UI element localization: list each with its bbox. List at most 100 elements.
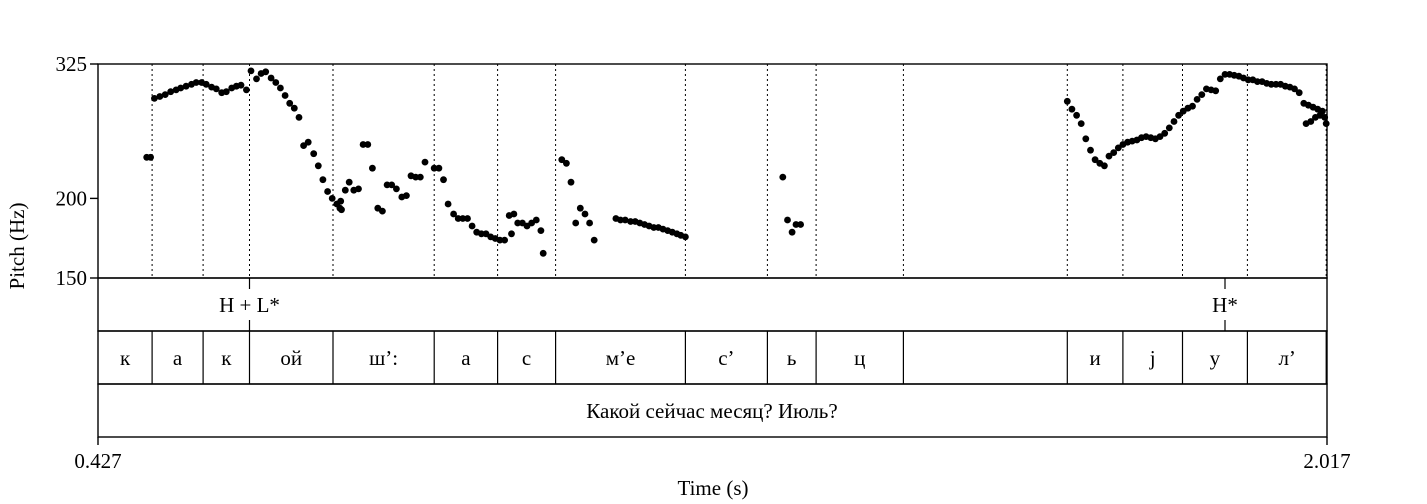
pitch-point-148 [1212, 87, 1220, 95]
pitch-point-139 [1170, 118, 1178, 125]
pitch-point-47 [359, 141, 367, 148]
pitch-point-51 [379, 207, 386, 215]
pitch-point-63 [440, 176, 447, 184]
pitch-point-34 [310, 150, 318, 158]
pitch-point-112 [784, 216, 791, 224]
pitch-point-5 [167, 88, 175, 96]
pitch-point-89 [567, 178, 575, 186]
segment-label-3: ой [280, 346, 302, 370]
pitch-point-27 [277, 84, 284, 92]
pitch-point-56 [403, 192, 410, 200]
pitch-point-110 [682, 233, 689, 241]
pitch-point-3 [156, 93, 164, 100]
pitch-point-10 [192, 79, 200, 86]
pitch-point-137 [1161, 129, 1169, 137]
pitch-point-92 [581, 210, 589, 218]
y-axis-label: Pitch (Hz) [5, 203, 29, 290]
pitch-point-138 [1165, 124, 1173, 132]
pitch-point-117 [1068, 105, 1076, 113]
pitch-point-116 [1063, 97, 1071, 105]
x-tick-label-end: 2.017 [1303, 449, 1350, 473]
pitch-point-94 [590, 236, 598, 244]
pitch-point-97 [621, 216, 629, 224]
pitch-point-80 [514, 219, 522, 227]
pitch-point-12 [202, 80, 210, 88]
pitch-point-149 [1216, 75, 1224, 83]
pitch-point-1 [147, 153, 155, 161]
pitch-point-84 [532, 216, 540, 224]
pitch-point-88 [563, 159, 570, 167]
pitch-point-79 [508, 230, 515, 238]
pitch-point-166 [1295, 89, 1303, 97]
pitch-point-69 [468, 222, 476, 230]
pitch-point-111 [779, 173, 787, 181]
pitch-point-64 [444, 200, 452, 208]
segment-label-4: ш’: [369, 346, 398, 370]
pitch-point-31 [295, 114, 303, 121]
pitch-point-33 [304, 138, 312, 146]
pitch-point-172 [1322, 120, 1330, 127]
pitch-point-54 [393, 185, 400, 193]
pitch-point-121 [1087, 146, 1094, 154]
pitch-point-26 [272, 79, 280, 86]
pitch-point-118 [1073, 111, 1080, 119]
segment-label-13: j [1149, 346, 1156, 370]
pitch-point-68 [464, 215, 471, 222]
pitch-point-40 [337, 197, 345, 205]
segment-label-6: с [522, 346, 531, 370]
pitch-point-119 [1077, 120, 1085, 127]
pitch-point-124 [1101, 162, 1108, 170]
pitch-point-21 [247, 67, 255, 75]
pitch-point-115 [797, 221, 804, 228]
pitch-point-90 [572, 219, 580, 227]
segment-label-2: к [221, 346, 232, 370]
pitch-point-42 [345, 178, 353, 186]
segment-tier: к а к ой ш’: а с м’е с’ ь ц и j у л’ [120, 346, 1296, 370]
pitch-point-113 [788, 228, 796, 236]
segment-label-7: м’е [606, 346, 636, 370]
segment-label-1: а [173, 346, 183, 370]
segment-label-5: а [461, 346, 471, 370]
pitch-point-48 [364, 141, 372, 148]
segment-label-9: ь [787, 346, 797, 370]
pitch-point-160 [1267, 80, 1275, 88]
x-tick-label-start: 0.427 [74, 449, 121, 473]
pitch-point-67 [459, 215, 467, 222]
pitch-point-24 [262, 68, 270, 76]
pitch-point-44 [355, 185, 362, 193]
pitch-point-59 [416, 173, 424, 181]
segment-label-15: л’ [1278, 346, 1295, 370]
pitch-point-125 [1105, 152, 1113, 160]
pitch-point-20 [243, 86, 250, 94]
tone-label-0: H + L* [219, 293, 280, 317]
pitch-point-53 [388, 181, 396, 189]
pitch-point-49 [369, 164, 376, 172]
pitch-point-35 [314, 162, 322, 170]
pitch-point-30 [290, 104, 298, 112]
pitch-point-96 [617, 216, 624, 224]
pitch-point-126 [1110, 149, 1118, 157]
pitch-point-7 [177, 84, 185, 92]
y-tick-label-2: 150 [56, 266, 88, 290]
pitch-point-140 [1175, 111, 1182, 119]
pitch-point-157 [1254, 78, 1261, 85]
sentence-tier-frame [97, 383, 1328, 438]
sentence-label: Какой сейчас месяц? Июль? [586, 399, 837, 423]
tone-tier-frame [97, 277, 1328, 332]
pitch-point-85 [537, 227, 545, 235]
pitch-points [143, 67, 1330, 257]
segment-label-8: с’ [718, 346, 734, 370]
pitch-point-120 [1082, 135, 1090, 143]
pitch-point-46 [338, 206, 345, 214]
pitch-point-75 [496, 236, 504, 244]
pitch-point-144 [1193, 96, 1201, 103]
pitch-point-145 [1198, 91, 1206, 98]
pitch-point-16 [222, 88, 230, 96]
tone-tier: H + L* H* [219, 278, 1238, 331]
pitch-point-8 [182, 82, 190, 90]
pitch-point-61 [430, 164, 438, 172]
segment-label-14: у [1210, 346, 1221, 370]
pitch-point-41 [341, 186, 349, 194]
segment-label-0: к [120, 346, 131, 370]
